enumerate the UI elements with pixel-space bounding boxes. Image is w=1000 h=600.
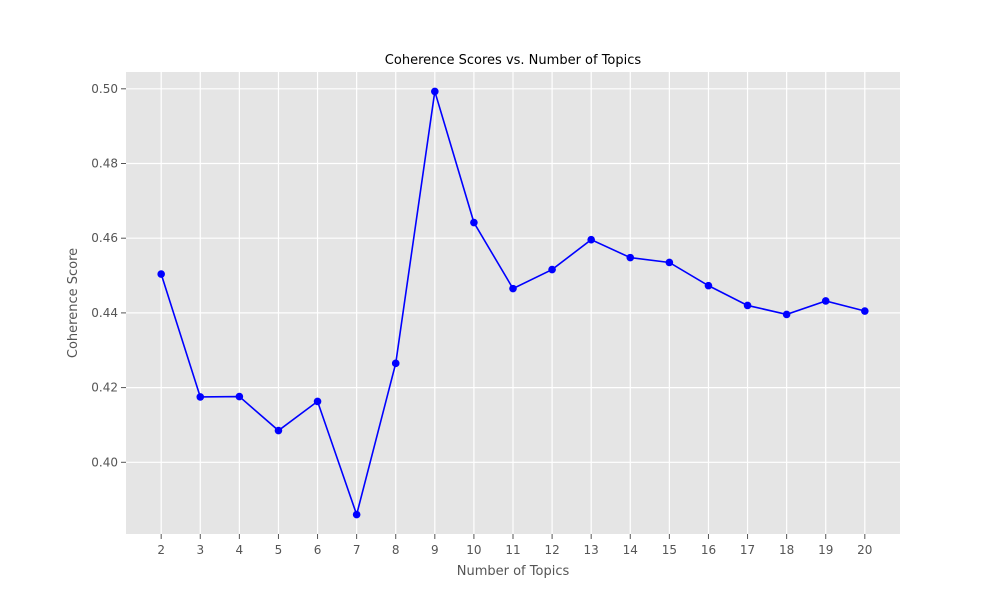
data-point — [431, 87, 439, 96]
data-point — [274, 426, 283, 435]
data-point — [157, 270, 165, 278]
x-tick-label: 7 — [353, 543, 361, 557]
x-tick-label: 17 — [740, 543, 755, 557]
y-tick-label: 0.40 — [91, 455, 118, 469]
x-tick-label: 6 — [314, 543, 322, 557]
y-tick-label: 0.46 — [91, 231, 118, 245]
x-tick-label: 20 — [857, 543, 872, 557]
x-axis-label: Number of Topics — [457, 564, 570, 579]
data-point — [313, 397, 322, 406]
axis-ticks: 2 3 4 5 6 7 8 9 10 11 12 13 14 15 16 17 18 19 20 0.40 0.42 0.… — [91, 82, 872, 557]
data-point — [548, 265, 556, 274]
data-point — [470, 218, 478, 227]
data-point — [704, 281, 713, 290]
data-point — [626, 253, 635, 262]
x-tick-label: 3 — [196, 543, 204, 557]
data-point — [391, 359, 400, 368]
x-tick-label: 14 — [623, 543, 638, 557]
data-point — [665, 258, 674, 267]
x-tick-label: 10 — [466, 543, 481, 557]
data-point — [352, 510, 361, 519]
x-tick-label: 9 — [431, 543, 439, 557]
data-point — [509, 284, 517, 293]
x-tick-label: 19 — [818, 543, 833, 557]
x-tick-label: 8 — [392, 543, 400, 557]
data-point — [235, 392, 244, 401]
x-tick-label: 18 — [779, 543, 794, 557]
data-point — [861, 307, 869, 315]
data-point — [782, 310, 791, 319]
x-tick-label: 16 — [701, 543, 716, 557]
y-axis-label: Coherence Score — [66, 248, 81, 358]
data-point — [821, 297, 830, 305]
y-tick-label: 0.42 — [91, 381, 118, 395]
x-tick-label: 11 — [505, 543, 520, 557]
y-tick-label: 0.50 — [91, 82, 118, 96]
x-tick-label: 12 — [544, 543, 559, 557]
data-point — [196, 393, 205, 401]
x-tick-label: 13 — [584, 543, 599, 557]
grid-lines — [126, 72, 900, 534]
x-tick-label: 4 — [236, 543, 244, 557]
data-point — [743, 301, 752, 310]
y-tick-label: 0.48 — [91, 157, 118, 171]
x-tick-label: 15 — [662, 543, 677, 557]
chart-title: Coherence Scores vs. Number of Topics — [385, 53, 642, 68]
y-tick-label: 0.44 — [91, 306, 118, 320]
x-tick-label: 2 — [157, 543, 165, 557]
series-points — [157, 87, 869, 519]
data-point — [587, 235, 595, 244]
x-tick-label: 5 — [275, 543, 283, 557]
